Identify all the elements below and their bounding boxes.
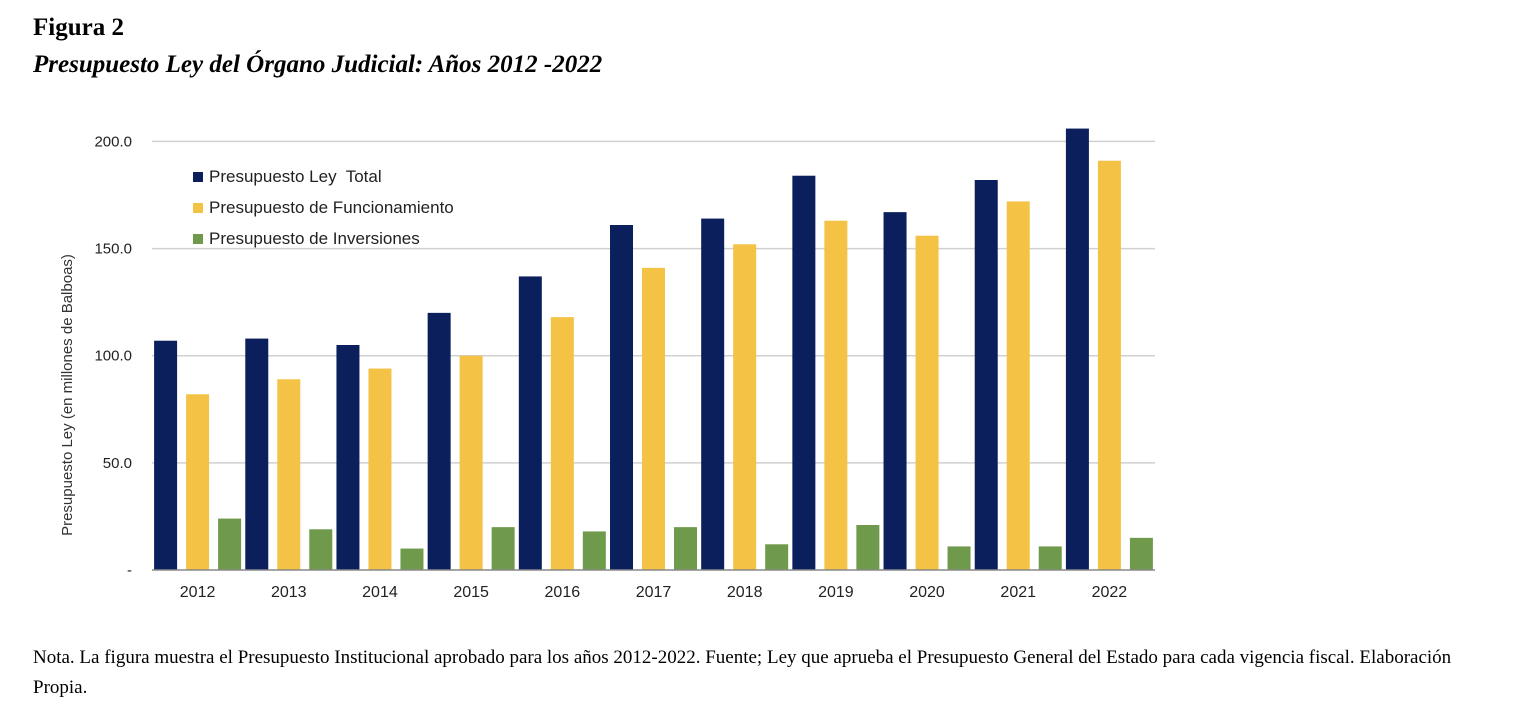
- bar-total-2017: [610, 225, 633, 570]
- legend-swatch-funcionamiento: [193, 203, 203, 213]
- bar-funcionamiento-2019: [824, 220, 848, 570]
- bar-funcionamiento-2012: [186, 394, 210, 570]
- bar-total-2018: [701, 218, 725, 571]
- bar-total-2019: [792, 175, 816, 570]
- bar-funcionamiento-2015: [459, 355, 483, 570]
- x-tick-label: 2017: [636, 584, 672, 601]
- figure-note: Nota. La figura muestra el Presupuesto I…: [33, 647, 1452, 698]
- legend-label-inversiones: Presupuesto de Inversiones: [209, 229, 420, 248]
- bar-inversiones-2019: [856, 525, 880, 570]
- bar-inversiones-2012: [218, 518, 242, 570]
- bar-total-2012: [154, 340, 178, 570]
- bar-funcionamiento-2020: [915, 235, 939, 570]
- x-tick-label: 2016: [545, 584, 581, 601]
- axis-layer: - 50.0 100.0 150.0 200.0 2012 2013 2014 2015 2016…: [94, 133, 1155, 601]
- x-tick-label: 2015: [453, 584, 489, 601]
- figure-label: Figura 2: [33, 14, 124, 41]
- bar-inversiones-2020: [947, 546, 971, 570]
- bar-inversiones-2016: [582, 531, 606, 570]
- y-tick-label: 100.0: [94, 348, 132, 365]
- legend-swatch-total: [193, 172, 203, 182]
- bar-funcionamiento-2013: [277, 379, 301, 570]
- legend: Presupuesto Ley Total Presupuesto de Func…: [193, 167, 454, 248]
- bar-funcionamiento-2018: [733, 244, 757, 571]
- bar-inversiones-2013: [309, 529, 333, 570]
- bar-inversiones-2015: [491, 527, 515, 570]
- y-tick-label: 200.0: [94, 133, 132, 150]
- x-tick-label: 2012: [180, 584, 216, 601]
- x-tick-label: 2019: [818, 584, 854, 601]
- bar-total-2020: [883, 212, 907, 570]
- bars-layer: [154, 128, 1153, 571]
- x-tick-label: 2013: [271, 584, 307, 601]
- bar-inversiones-2018: [765, 544, 789, 570]
- x-tick-label: 2014: [362, 584, 398, 601]
- y-tick-label: 150.0: [94, 241, 132, 258]
- bar-funcionamiento-2022: [1097, 160, 1121, 570]
- x-tick-label: 2021: [1000, 584, 1036, 601]
- y-tick-label: 50.0: [103, 455, 132, 472]
- bar-inversiones-2017: [674, 527, 697, 570]
- x-tick-label: 2018: [727, 584, 763, 601]
- y-axis-title: Presupuesto Ley (en millones de Balboas): [59, 254, 76, 536]
- legend-label-total: Presupuesto Ley Total: [209, 167, 382, 186]
- bar-total-2022: [1065, 128, 1089, 571]
- figure-title: Presupuesto Ley del Órgano Judicial: Año…: [33, 51, 603, 78]
- bar-inversiones-2022: [1129, 537, 1153, 570]
- bar-total-2014: [336, 345, 360, 570]
- bar-total-2016: [518, 276, 542, 570]
- bar-total-2021: [974, 180, 998, 570]
- bar-inversiones-2021: [1038, 546, 1062, 570]
- bar-total-2015: [427, 312, 451, 570]
- bar-funcionamiento-2014: [368, 368, 392, 570]
- y-tick-label: -: [127, 562, 132, 579]
- bar-funcionamiento-2016: [550, 317, 574, 570]
- bar-total-2013: [245, 338, 269, 570]
- x-tick-label: 2022: [1092, 584, 1128, 601]
- legend-label-funcionamiento: Presupuesto de Funcionamiento: [209, 198, 454, 217]
- bar-inversiones-2014: [400, 548, 424, 570]
- legend-swatch-inversiones: [193, 234, 203, 244]
- bar-funcionamiento-2021: [1006, 201, 1030, 570]
- x-tick-label: 2020: [909, 584, 945, 601]
- bar-chart: - 50.0 100.0 150.0 200.0 2012 2013 2014 2015 2016…: [59, 128, 1155, 601]
- bar-funcionamiento-2017: [642, 267, 665, 570]
